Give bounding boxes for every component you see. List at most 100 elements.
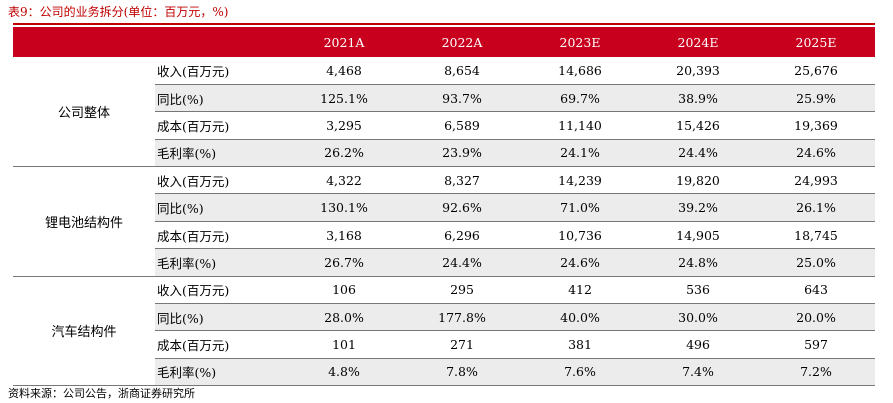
table-cell: 295 bbox=[403, 276, 521, 305]
table-cell: 92.6% bbox=[403, 193, 521, 222]
metric-label: 同比(%) bbox=[155, 303, 285, 332]
group-label: 汽车结构件 bbox=[13, 276, 155, 387]
table-cell: 24.4% bbox=[403, 248, 521, 277]
table-cell: 24.6% bbox=[757, 139, 875, 168]
table-cell: 381 bbox=[521, 330, 639, 359]
table-cell: 26.7% bbox=[285, 248, 403, 277]
table-cell: 40.0% bbox=[521, 303, 639, 332]
table-cell: 24.8% bbox=[639, 248, 757, 277]
table-cell: 18,745 bbox=[757, 221, 875, 250]
table-cell: 3,295 bbox=[285, 111, 403, 140]
table-cell: 7.4% bbox=[639, 358, 757, 387]
title-rule bbox=[13, 23, 875, 25]
table-cell: 6,589 bbox=[403, 111, 521, 140]
header-year: 2021A bbox=[285, 27, 403, 57]
group-company-total: 公司整体 收入(百万元) 4,468 8,654 14,686 20,393 2… bbox=[13, 57, 875, 168]
table-cell: 69.7% bbox=[521, 84, 639, 113]
metric-label: 收入(百万元) bbox=[155, 57, 285, 85]
metric-label: 收入(百万元) bbox=[155, 276, 285, 305]
table-cell: 26.1% bbox=[757, 193, 875, 222]
group-auto-structural-parts: 汽车结构件 收入(百万元) 106 295 412 536 643 同比(%) … bbox=[13, 276, 875, 387]
table-row: 成本(百万元) 101 271 381 496 597 bbox=[13, 330, 875, 359]
header-row: 2021A 2022A 2023E 2024E 2025E bbox=[13, 27, 875, 57]
header-year: 2025E bbox=[757, 27, 875, 57]
metric-label: 成本(百万元) bbox=[155, 111, 285, 140]
table-cell: 25.0% bbox=[757, 248, 875, 277]
group-label: 锂电池结构件 bbox=[13, 166, 155, 277]
table-row: 毛利率(%) 26.7% 24.4% 24.6% 24.8% 25.0% bbox=[13, 248, 875, 277]
table-cell: 14,239 bbox=[521, 166, 639, 195]
table-cell: 101 bbox=[285, 330, 403, 359]
table-row: 成本(百万元) 3,295 6,589 11,140 15,426 19,369 bbox=[13, 111, 875, 140]
group-battery-structural-parts: 锂电池结构件 收入(百万元) 4,322 8,327 14,239 19,820… bbox=[13, 166, 875, 277]
header-year: 2023E bbox=[521, 27, 639, 57]
table-cell: 3,168 bbox=[285, 221, 403, 250]
table-cell: 24.1% bbox=[521, 139, 639, 168]
table-cell: 412 bbox=[521, 276, 639, 305]
table-cell: 14,686 bbox=[521, 57, 639, 85]
metric-label: 毛利率(%) bbox=[155, 248, 285, 277]
table-cell: 38.9% bbox=[639, 84, 757, 113]
metric-label: 毛利率(%) bbox=[155, 139, 285, 168]
table-cell: 4,322 bbox=[285, 166, 403, 195]
table-cell: 24.6% bbox=[521, 248, 639, 277]
table-cell: 125.1% bbox=[285, 84, 403, 113]
table-cell: 20,393 bbox=[639, 57, 757, 85]
table-cell: 20.0% bbox=[757, 303, 875, 332]
table-row: 同比(%) 28.0% 177.8% 40.0% 30.0% 20.0% bbox=[13, 303, 875, 332]
table-cell: 4,468 bbox=[285, 57, 403, 85]
table-cell: 130.1% bbox=[285, 193, 403, 222]
header-year: 2024E bbox=[639, 27, 757, 57]
table-row: 锂电池结构件 收入(百万元) 4,322 8,327 14,239 19,820… bbox=[13, 166, 875, 277]
metric-label: 成本(百万元) bbox=[155, 221, 285, 250]
table-row: 毛利率(%) 4.8% 7.8% 7.6% 7.4% 7.2% bbox=[13, 358, 875, 387]
metric-label: 收入(百万元) bbox=[155, 166, 285, 195]
table-cell: 8,327 bbox=[403, 166, 521, 195]
metric-label: 成本(百万元) bbox=[155, 330, 285, 359]
table-cell: 25,676 bbox=[757, 57, 875, 85]
source-note: 资料来源：公司公告，浙商证券研究所 bbox=[8, 387, 195, 400]
table-cell: 25.9% bbox=[757, 84, 875, 113]
table-cell: 7.6% bbox=[521, 358, 639, 387]
table-cell: 7.8% bbox=[403, 358, 521, 387]
table-cell: 15,426 bbox=[639, 111, 757, 140]
table-cell: 28.0% bbox=[285, 303, 403, 332]
header-blank-cell bbox=[13, 27, 155, 57]
table-cell: 6,296 bbox=[403, 221, 521, 250]
table-cell: 93.7% bbox=[403, 84, 521, 113]
table-cell: 26.2% bbox=[285, 139, 403, 168]
table-cell: 19,369 bbox=[757, 111, 875, 140]
table-row: 公司整体 收入(百万元) 4,468 8,654 14,686 20,393 2… bbox=[13, 57, 875, 168]
table-cell: 597 bbox=[757, 330, 875, 359]
table-row: 毛利率(%) 26.2% 23.9% 24.1% 24.4% 24.6% bbox=[13, 139, 875, 168]
header-blank-cell bbox=[155, 27, 285, 57]
table-cell: 14,905 bbox=[639, 221, 757, 250]
table-row: 成本(百万元) 3,168 6,296 10,736 14,905 18,745 bbox=[13, 221, 875, 250]
table-cell: 4.8% bbox=[285, 358, 403, 387]
metric-label: 同比(%) bbox=[155, 193, 285, 222]
table-cell: 39.2% bbox=[639, 193, 757, 222]
table-cell: 11,140 bbox=[521, 111, 639, 140]
metric-label: 毛利率(%) bbox=[155, 358, 285, 387]
table-cell: 106 bbox=[285, 276, 403, 305]
table-row: 同比(%) 125.1% 93.7% 69.7% 38.9% 25.9% bbox=[13, 84, 875, 113]
table-cell: 19,820 bbox=[639, 166, 757, 195]
table-cell: 10,736 bbox=[521, 221, 639, 250]
table-cell: 643 bbox=[757, 276, 875, 305]
table-cell: 71.0% bbox=[521, 193, 639, 222]
table-cell: 23.9% bbox=[403, 139, 521, 168]
table-cell: 30.0% bbox=[639, 303, 757, 332]
table-cell: 496 bbox=[639, 330, 757, 359]
table-cell: 7.2% bbox=[757, 358, 875, 387]
table-cell: 536 bbox=[639, 276, 757, 305]
table-row: 汽车结构件 收入(百万元) 106 295 412 536 643 bbox=[13, 276, 875, 387]
header-year: 2022A bbox=[403, 27, 521, 57]
table-title: 表9：公司的业务拆分(单位：百万元，%) bbox=[8, 5, 229, 19]
table-cell: 24,993 bbox=[757, 166, 875, 195]
table-cell: 177.8% bbox=[403, 303, 521, 332]
table-cell: 271 bbox=[403, 330, 521, 359]
table-cell: 24.4% bbox=[639, 139, 757, 168]
metric-label: 同比(%) bbox=[155, 84, 285, 113]
business-breakdown-table: 2021A 2022A 2023E 2024E 2025E 公司整体 收入(百万… bbox=[13, 27, 875, 387]
table-cell: 8,654 bbox=[403, 57, 521, 85]
